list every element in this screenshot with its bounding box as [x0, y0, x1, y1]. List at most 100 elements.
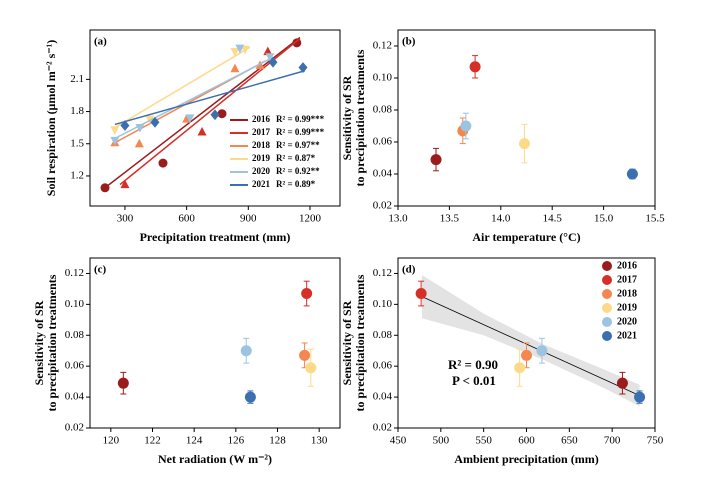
data-point	[268, 56, 278, 68]
legend-label: 2018	[252, 140, 271, 150]
data-point	[298, 62, 308, 73]
data-point	[158, 158, 168, 168]
data-point	[521, 349, 532, 361]
y-tick-label: 0.02	[373, 200, 392, 212]
legend-r2: R² = 0.87*	[276, 153, 316, 163]
data-point	[100, 183, 110, 193]
plot-frame	[89, 257, 341, 429]
legend-r2: R² = 0.89*	[276, 179, 316, 189]
y-tick-label: 2.1	[70, 73, 84, 85]
legend-label: 2017	[617, 274, 637, 285]
y-axis-title: Sensitivity of SR	[32, 300, 46, 385]
y-axis-title: to precipitation treatments	[45, 274, 59, 411]
x-tick-label: 900	[240, 213, 257, 225]
x-tick-label: 15.5	[645, 213, 665, 225]
y-tick-label: 0.08	[65, 329, 85, 341]
annotation: R² = 0.90	[448, 357, 498, 372]
data-point	[305, 362, 317, 374]
x-tick-label: 550	[475, 435, 492, 447]
x-tick-label: 15.0	[594, 213, 614, 225]
x-tick-label: 120	[103, 435, 120, 447]
x-axis-title: Net radiation (W m⁻²)	[158, 452, 272, 466]
y-tick-label: 0.04	[65, 391, 85, 403]
fit-line	[114, 70, 306, 126]
x-tick-label: 600	[178, 213, 195, 225]
data-point	[415, 288, 427, 300]
x-tick-label: 126	[228, 435, 245, 447]
x-axis-title: Air temperature (°C)	[472, 230, 580, 244]
y-tick-label: 0.10	[373, 72, 393, 84]
fit-line	[104, 36, 301, 189]
y-axis-title: to precipitation treatments	[353, 49, 367, 186]
panel: 300 600 900 1200 1.2 1.5 1.8 2.1 (a) Precipitatio…	[44, 29, 341, 244]
fit-line	[421, 296, 640, 396]
data-point	[120, 179, 130, 189]
y-axis-title: Soil respiration (μmol m⁻² s⁻¹)	[44, 40, 58, 196]
y-tick-label: 0.06	[65, 360, 85, 372]
y-tick-label: 1.8	[70, 105, 84, 117]
y-tick-label: 0.12	[373, 267, 392, 279]
y-tick-label: 0.12	[373, 40, 392, 52]
legend-label: 2018	[617, 288, 637, 299]
data-point	[244, 391, 256, 403]
data-point	[235, 44, 245, 54]
data-point	[240, 45, 250, 55]
y-tick-label: 0.02	[65, 422, 84, 434]
data-point	[460, 120, 472, 132]
y-tick-label: 1.5	[70, 137, 84, 149]
panel-label: (b)	[402, 36, 416, 48]
y-tick-label: 0.10	[65, 298, 85, 310]
x-tick-label: 750	[647, 435, 664, 447]
y-axis-title: to precipitation treatments	[353, 274, 367, 411]
data-point	[626, 168, 638, 180]
legend-label: 2016	[252, 114, 271, 124]
legend-label: 2019	[252, 153, 271, 163]
data-point	[301, 288, 313, 300]
panel: 450 500 550 600 650 700 750 0.02 0.04 0.06 0.08 0.1…	[340, 257, 664, 466]
y-tick-label: 0.02	[373, 422, 392, 434]
x-tick-label: 130	[311, 435, 328, 447]
x-axis-title: Precipitation treatment (mm)	[140, 230, 291, 244]
data-point	[536, 345, 548, 357]
data-point	[263, 46, 273, 56]
panel: 13.0 13.5 14.0 14.5 15.0 15.5 0.02 0.04 0.06 0.08…	[340, 29, 665, 244]
legend-swatch	[602, 261, 612, 271]
data-point	[299, 349, 311, 361]
x-tick-label: 500	[433, 435, 450, 447]
legend-label: 2020	[252, 166, 271, 176]
y-tick-label: 0.12	[65, 267, 84, 279]
x-tick-label: 600	[518, 435, 535, 447]
legend-label: 2020	[617, 316, 637, 327]
fit-line	[114, 46, 251, 129]
legend-r2: R² = 0.99***	[276, 127, 325, 137]
data-point	[634, 391, 646, 403]
data-point	[210, 109, 220, 121]
data-point	[110, 136, 120, 146]
legend-swatch	[602, 289, 612, 299]
y-tick-label: 0.06	[373, 360, 393, 372]
data-point	[197, 127, 207, 136]
legend-swatch	[602, 303, 612, 313]
data-point	[110, 126, 120, 135]
y-axis-title: Sensitivity of SR	[340, 300, 354, 385]
x-tick-label: 700	[604, 435, 621, 447]
legend-r2: R² = 0.92**	[276, 166, 320, 176]
plot-frame	[397, 29, 656, 207]
legend-label: 2021	[252, 179, 271, 189]
data-point	[134, 138, 144, 148]
data-point	[230, 63, 240, 73]
legend-label: 2021	[617, 330, 637, 341]
y-tick-label: 1.2	[70, 169, 84, 181]
data-point	[518, 138, 530, 150]
y-tick-label: 0.08	[373, 104, 393, 116]
x-tick-label: 13.0	[388, 213, 408, 225]
y-tick-label: 0.04	[373, 391, 393, 403]
data-point	[240, 345, 252, 357]
y-tick-label: 0.08	[373, 329, 393, 341]
y-axis-title: Sensitivity of SR	[340, 75, 354, 160]
data-point	[265, 53, 275, 62]
x-tick-label: 122	[144, 435, 161, 447]
x-tick-label: 14.5	[543, 213, 563, 225]
data-point	[292, 38, 302, 48]
